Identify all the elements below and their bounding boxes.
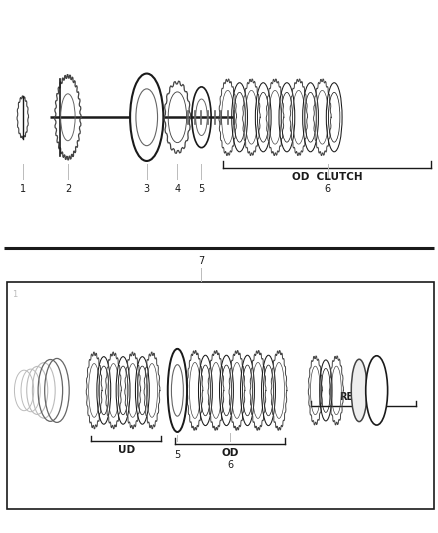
Text: UD: UD [117,446,135,455]
Ellipse shape [130,74,163,161]
Text: 5: 5 [174,450,180,460]
Ellipse shape [351,359,367,422]
Text: REVERSE: REVERSE [339,392,389,402]
Text: 5: 5 [198,184,205,194]
Text: 7: 7 [198,256,205,266]
Ellipse shape [168,349,187,432]
Text: 3: 3 [144,184,150,194]
Text: 6: 6 [227,459,233,470]
Text: 6: 6 [325,184,331,194]
Text: 1: 1 [12,290,18,300]
Text: OD: OD [221,448,239,458]
Text: 2: 2 [65,184,71,194]
Text: OD  CLUTCH: OD CLUTCH [292,172,363,182]
Text: 1: 1 [20,184,26,194]
Text: 4: 4 [174,184,180,194]
Ellipse shape [366,356,388,425]
Bar [7,282,434,509]
